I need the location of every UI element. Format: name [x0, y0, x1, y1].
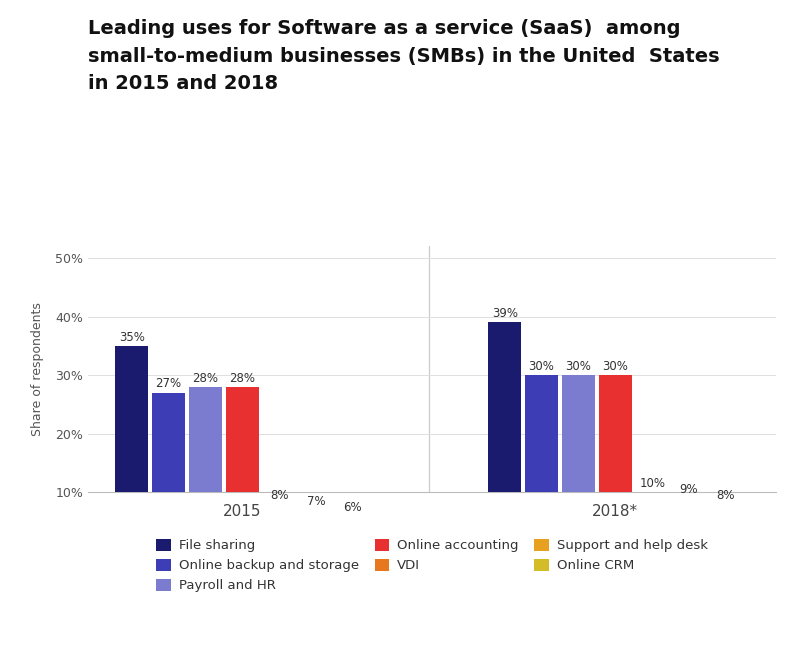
Bar	[152, 393, 185, 492]
Text: 28%: 28%	[192, 371, 218, 385]
Bar	[226, 387, 258, 492]
Text: Leading uses for Software as a service (SaaS)  among
small-to-medium businesses : Leading uses for Software as a service (…	[88, 19, 720, 93]
Text: 30%: 30%	[566, 360, 591, 373]
Text: 28%: 28%	[230, 371, 255, 385]
Legend: File sharing, Online backup and storage, Payroll and HR, Online accounting, VDI,: File sharing, Online backup and storage,…	[151, 533, 713, 597]
Bar	[673, 492, 706, 498]
Text: 6%: 6%	[343, 501, 362, 514]
Text: 27%: 27%	[155, 378, 182, 391]
Text: 30%: 30%	[529, 360, 554, 373]
Bar	[562, 375, 595, 492]
Bar	[337, 492, 369, 516]
Bar	[262, 492, 295, 504]
Text: 9%: 9%	[680, 483, 698, 496]
Text: 35%: 35%	[118, 330, 145, 343]
Text: 39%: 39%	[492, 307, 518, 320]
Bar	[115, 346, 148, 492]
Bar	[299, 492, 332, 510]
Text: 30%: 30%	[602, 360, 628, 373]
Y-axis label: Share of respondents: Share of respondents	[31, 303, 44, 436]
Text: 7%: 7%	[306, 494, 326, 508]
Text: 8%: 8%	[717, 489, 735, 502]
Bar	[189, 387, 222, 492]
Bar	[599, 375, 632, 492]
Bar	[710, 492, 742, 504]
Bar	[488, 323, 521, 492]
Text: 8%: 8%	[270, 489, 288, 502]
Text: 10%: 10%	[639, 477, 665, 490]
Bar	[526, 375, 558, 492]
